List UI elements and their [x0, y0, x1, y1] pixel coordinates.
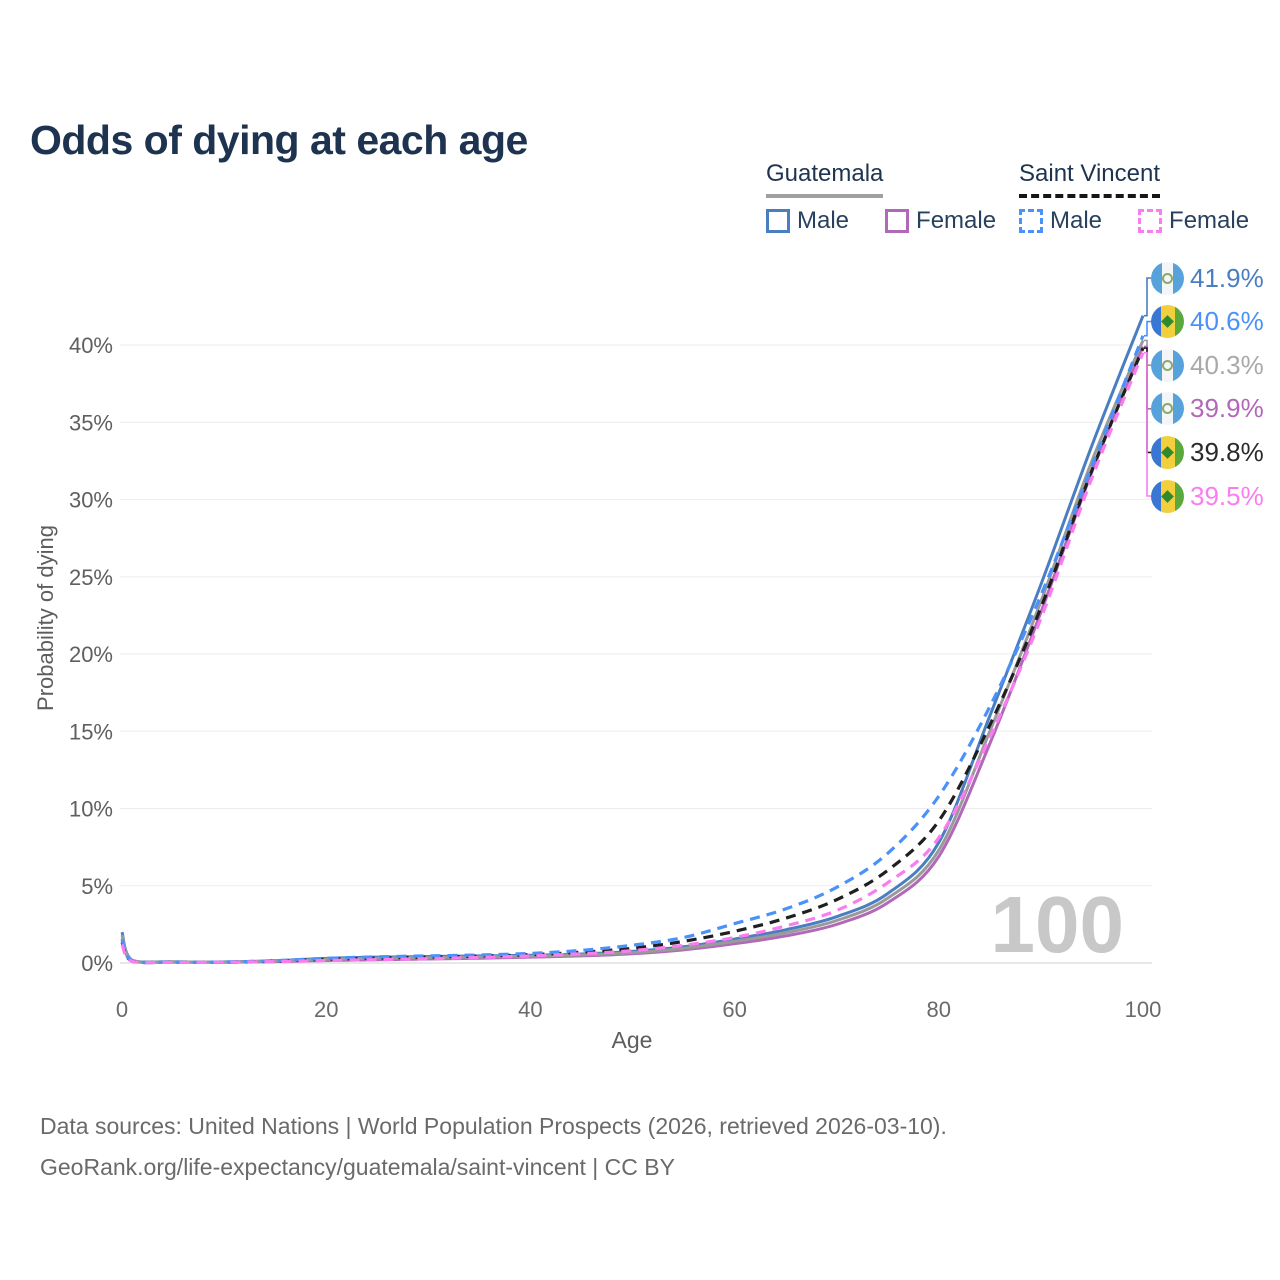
footer-data-sources: Data sources: United Nations | World Pop…: [40, 1113, 947, 1139]
legend-group-guatemala: Guatemala Male Female: [766, 160, 996, 235]
legend-label-saint-vincent-female: Female: [1169, 207, 1250, 234]
footer: Data sources: United Nations | World Pop…: [40, 1106, 947, 1188]
end-label-leader-saint-vincent-female: [1144, 351, 1151, 497]
y-tick-label: 30%: [69, 488, 113, 513]
series-line-saint-vincent-male[interactable]: [120, 335, 1145, 965]
legend-swatch-saint-vincent-male-icon: [1019, 209, 1043, 233]
end-label-leader-saint-vincent-male: [1144, 320, 1151, 337]
y-tick-label: 15%: [69, 719, 113, 744]
y-tick-label: 5%: [81, 874, 113, 899]
legend-swatch-guatemala-male-icon: [766, 209, 790, 233]
y-tick-label: 10%: [69, 797, 113, 822]
series-line-saint-vincent-overall[interactable]: [120, 347, 1145, 965]
series-line-saint-vincent-female[interactable]: [120, 352, 1145, 965]
y-tick-label: 25%: [69, 565, 113, 590]
legend-label-guatemala-female: Female: [916, 207, 997, 234]
legend: Guatemala Male Female Saint Vincent Male: [0, 160, 1280, 240]
y-tick-label: 35%: [69, 410, 113, 435]
page-title: Odds of dying at each age: [30, 117, 528, 164]
x-tick-label: 40: [518, 997, 542, 1022]
x-tick-label: 60: [722, 997, 746, 1022]
series-line-guatemala-overall[interactable]: [120, 339, 1145, 964]
x-tick-label: 80: [927, 997, 951, 1022]
y-tick-label: 40%: [69, 333, 113, 358]
legend-item-guatemala-male[interactable]: Male: [766, 207, 849, 235]
y-tick-label: 20%: [69, 642, 113, 667]
legend-swatch-guatemala-female-icon: [885, 209, 910, 233]
legend-item-saint-vincent-male[interactable]: Male: [1019, 207, 1102, 235]
legend-item-saint-vincent-female[interactable]: Female: [1138, 207, 1249, 235]
legend-label-guatemala-male: Male: [797, 207, 850, 234]
series-line-guatemala-male[interactable]: [120, 315, 1145, 964]
legend-country-guatemala[interactable]: Guatemala: [766, 160, 884, 198]
x-axis-title: Age: [612, 1027, 653, 1053]
legend-swatch-saint-vincent-female-icon: [1138, 209, 1163, 233]
x-tick-label: 20: [314, 997, 338, 1022]
legend-label-saint-vincent-male: Male: [1050, 207, 1103, 234]
x-tick-label: 0: [116, 997, 128, 1022]
age-watermark: 100: [991, 880, 1124, 969]
end-label-leader-guatemala-male: [1144, 277, 1151, 317]
footer-attribution: GeoRank.org/life-expectancy/guatemala/sa…: [40, 1154, 675, 1180]
y-tick-label: 0%: [81, 951, 113, 976]
legend-country-saint-vincent[interactable]: Saint Vincent: [1019, 160, 1160, 198]
x-tick-label: 100: [1125, 997, 1162, 1022]
legend-item-guatemala-female[interactable]: Female: [885, 207, 996, 235]
legend-group-saint-vincent: Saint Vincent Male Female: [1019, 160, 1249, 235]
